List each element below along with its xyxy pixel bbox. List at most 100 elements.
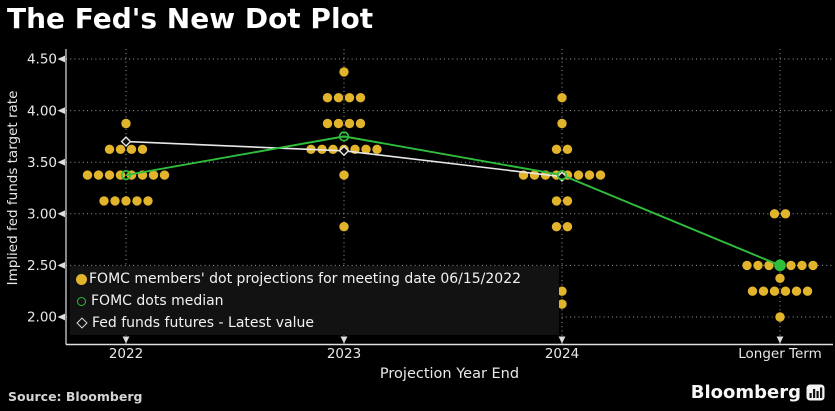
fomc-dot: [797, 260, 807, 271]
fomc-dot: [802, 286, 813, 296]
median-marker: [338, 131, 350, 142]
fomc-dot: [764, 260, 774, 271]
fomc-dot: [143, 196, 153, 206]
median-line: [125, 135, 781, 267]
bloomberg-wordmark: Bloomberg: [690, 382, 801, 403]
fomc-dot: [769, 286, 780, 296]
fomc-dot: [339, 222, 349, 232]
fomc-dot: [775, 312, 785, 322]
fomc-dot: [137, 144, 148, 154]
ytick-label: 2.00: [27, 310, 57, 326]
ytick-arrow-icon: [57, 313, 65, 321]
fomc-dot: [339, 67, 349, 77]
fomc-dot: [562, 144, 573, 154]
fomc-dot: [557, 93, 567, 103]
xtick-label: 2022: [109, 346, 143, 362]
futures-diamond-marker: [556, 171, 568, 183]
fomc-dot: [775, 273, 785, 283]
ytick-arrow-icon: [57, 158, 65, 166]
legend-item-median: FOMC dots median: [76, 290, 559, 312]
fomc-dot: [747, 286, 758, 296]
legend-item-fomc-dots: FOMC members' dot projections for meetin…: [76, 268, 559, 290]
fomc-dot: [551, 196, 562, 206]
fomc-dot: [758, 286, 769, 296]
fomc-dot: [780, 209, 791, 219]
ytick-arrow-icon: [57, 210, 65, 218]
fomc-dot: [121, 118, 131, 129]
fomc-dot: [780, 286, 791, 296]
bloomberg-logo: Bloomberg: [691, 382, 825, 403]
fomc-dot: [322, 93, 333, 103]
open-circle-swatch-icon: [77, 296, 86, 306]
ytick-label: 2.50: [27, 258, 57, 274]
legend-label: FOMC dots median: [91, 293, 224, 309]
fomc-dot: [372, 144, 382, 154]
filled-circle-swatch-icon: [76, 273, 87, 285]
fomc-dot: [742, 260, 752, 271]
chart-legend: FOMC members' dot projections for meetin…: [70, 266, 559, 335]
fomc-dot: [99, 196, 109, 206]
xtick-label: 2024: [545, 346, 579, 362]
median-marker: [120, 169, 132, 181]
fomc-dot: [339, 170, 349, 180]
fomc-dot: [115, 144, 126, 154]
fomc-dot: [333, 93, 344, 103]
xtick-label: 2023: [327, 346, 361, 362]
fomc-dot: [328, 144, 338, 154]
fomc-dot: [110, 196, 120, 206]
y-axis-title: Implied fed funds target rate: [5, 91, 21, 286]
ytick-label: 3.50: [27, 155, 57, 171]
fomc-dot: [769, 209, 780, 219]
median-marker: [556, 169, 568, 181]
fomc-dot: [786, 260, 796, 271]
fomc-dot: [557, 118, 567, 129]
fomc-dot: [808, 260, 818, 271]
fomc-dot: [595, 170, 606, 180]
ytick-label: 3.00: [27, 207, 57, 223]
fomc-dot: [355, 93, 366, 103]
source-attribution: Source: Bloomberg: [8, 389, 143, 404]
xtick-arrow-icon: [776, 336, 784, 344]
chart-title: The Fed's New Dot Plot: [7, 2, 374, 35]
ytick-arrow-icon: [57, 262, 65, 269]
fomc-dot: [551, 144, 562, 154]
fomc-dot: [355, 118, 366, 129]
fomc-dot: [322, 118, 333, 129]
fomc-dot: [333, 118, 344, 129]
xtick-arrow-icon: [558, 336, 566, 344]
fomc-dot: [104, 170, 115, 180]
fomc-dot: [551, 222, 562, 232]
fomc-dot: [557, 286, 567, 296]
fomc-dot: [753, 260, 763, 271]
fomc-dot: [573, 170, 584, 180]
fomc-dot: [82, 170, 93, 180]
open-diamond-swatch-icon: [76, 317, 88, 329]
fomc-dot: [557, 299, 567, 309]
fomc-dot: [791, 286, 802, 296]
fomc-dot: [148, 170, 159, 180]
legend-label: Fed funds futures - Latest value: [92, 315, 314, 331]
fomc-dot: [159, 170, 170, 180]
ytick-label: 4.50: [27, 52, 57, 68]
fomc-dot: [126, 144, 137, 154]
fomc-dot: [529, 170, 540, 180]
fomc-dot: [93, 170, 104, 180]
fomc-dot: [121, 196, 131, 206]
xtick-arrow-icon: [340, 336, 348, 344]
ytick-arrow-icon: [57, 107, 65, 114]
fomc-dot: [344, 118, 355, 129]
fomc-dot: [344, 93, 355, 103]
xtick-arrow-icon: [122, 336, 130, 344]
bar-chart-icon: [806, 384, 825, 401]
futures-diamond-marker: [120, 136, 132, 147]
ytick-label: 4.00: [27, 103, 57, 119]
x-axis-title: Projection Year End: [380, 366, 519, 382]
fomc-dot: [361, 144, 371, 154]
median-marker: [774, 259, 786, 272]
fomc-dot: [104, 144, 115, 154]
fomc-dot: [132, 196, 142, 206]
legend-label: FOMC members' dot projections for meetin…: [89, 271, 522, 287]
fomc-dot: [562, 222, 573, 232]
futures-diamond-marker: [338, 145, 350, 157]
